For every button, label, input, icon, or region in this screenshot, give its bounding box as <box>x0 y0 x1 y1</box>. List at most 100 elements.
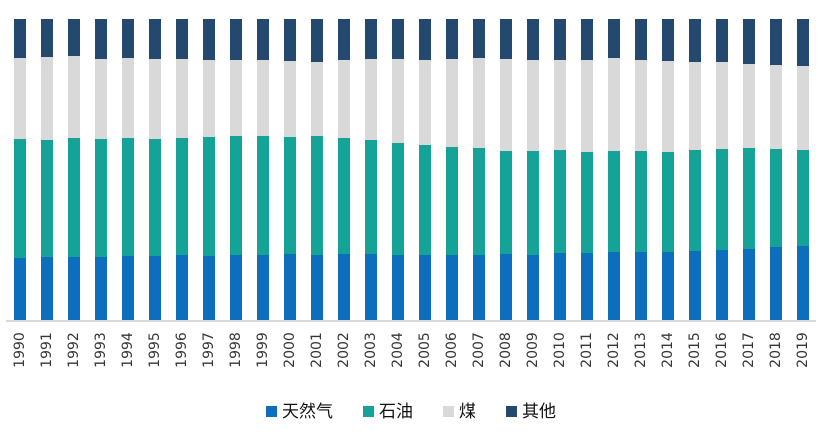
bar-segment-coal-1992 <box>67 56 80 139</box>
bar-segment-other-2004 <box>391 19 404 60</box>
x-axis-tick-label: 1999 <box>254 332 271 368</box>
x-axis-tick-label: 1996 <box>173 332 190 368</box>
stacked-bar-2009 <box>526 19 539 321</box>
x-axis-tick-2001: 2001 <box>303 324 330 376</box>
x-axis-tick-label: 1994 <box>119 332 136 368</box>
bar-segment-coal-1993 <box>94 58 107 140</box>
bar-segment-oil-2008 <box>499 150 512 255</box>
stacked-bar-2005 <box>418 19 431 321</box>
bar-segment-coal-2009 <box>526 59 539 151</box>
legend-item-other: 其他 <box>506 402 556 422</box>
bar-segment-coal-2015 <box>688 62 701 151</box>
bar-column-2006 <box>438 19 465 321</box>
bar-segment-other-2005 <box>418 19 431 60</box>
stacked-bar-2003 <box>364 19 377 321</box>
bar-segment-gas-2001 <box>310 254 323 321</box>
bar-segment-gas-2018 <box>769 247 782 321</box>
legend-swatch-coal <box>443 406 454 418</box>
bar-segment-oil-2001 <box>310 136 323 255</box>
stacked-bar-1998 <box>229 19 242 321</box>
stacked-bar-2001 <box>310 19 323 321</box>
bar-segment-other-1992 <box>67 19 80 57</box>
bar-segment-other-2008 <box>499 19 512 60</box>
bar-segment-gas-2014 <box>661 251 674 321</box>
bar-segment-other-1996 <box>175 19 188 60</box>
stacked-bar-2018 <box>769 19 782 321</box>
bar-column-1996 <box>168 19 195 321</box>
stacked-bar-1996 <box>175 19 188 321</box>
bar-segment-gas-1991 <box>40 256 53 321</box>
bar-segment-oil-2015 <box>688 150 701 252</box>
bar-segment-coal-2002 <box>337 59 350 139</box>
x-axis-tick-label: 2004 <box>389 332 406 368</box>
bar-segment-gas-2003 <box>364 254 377 321</box>
legend-item-gas: 天然气 <box>266 402 333 422</box>
bar-column-2002 <box>330 19 357 321</box>
x-axis-tick-1992: 1992 <box>60 324 87 376</box>
bar-segment-oil-1996 <box>175 138 188 256</box>
stacked-bar-2016 <box>715 19 728 321</box>
bar-segment-coal-2006 <box>445 58 458 147</box>
x-axis-tick-2017: 2017 <box>735 324 762 376</box>
x-axis-tick-label: 2006 <box>443 332 460 368</box>
legend-item-oil: 石油 <box>363 402 413 422</box>
bar-segment-other-2009 <box>526 19 539 60</box>
x-axis-tick-label: 2016 <box>713 332 730 368</box>
bar-segment-other-2016 <box>715 19 728 62</box>
bar-segment-gas-1997 <box>202 256 215 321</box>
bar-column-2011 <box>573 19 600 321</box>
bar-segment-coal-2012 <box>607 57 620 151</box>
stacked-bar-2013 <box>634 19 647 321</box>
bar-segment-oil-1999 <box>256 135 269 255</box>
x-axis-tick-label: 2014 <box>659 332 676 368</box>
x-axis-tick-label: 2005 <box>416 332 433 368</box>
legend-label-other: 其他 <box>522 401 556 422</box>
x-axis-tick-label: 1997 <box>200 332 217 368</box>
x-axis-tick-2009: 2009 <box>519 324 546 376</box>
bar-column-2008 <box>492 19 519 321</box>
x-axis-tick-1990: 1990 <box>6 324 33 376</box>
legend: 天然气 石油 煤 其他 <box>6 400 816 424</box>
bar-segment-oil-2006 <box>445 146 458 256</box>
stacked-bar-2011 <box>580 19 593 321</box>
stacked-bar-2008 <box>499 19 512 321</box>
x-axis-tick-2013: 2013 <box>627 324 654 376</box>
bar-segment-gas-2004 <box>391 254 404 321</box>
stacked-bar-1994 <box>121 19 134 321</box>
x-axis-tick-label: 1990 <box>11 332 28 368</box>
bar-segment-coal-2014 <box>661 60 674 152</box>
x-axis-tick-label: 2013 <box>632 332 649 368</box>
x-axis-tick-2018: 2018 <box>762 324 789 376</box>
bar-segment-gas-1996 <box>175 255 188 321</box>
x-axis-tick-2007: 2007 <box>465 324 492 376</box>
x-axis-tick-1991: 1991 <box>33 324 60 376</box>
bar-segment-coal-1999 <box>256 59 269 136</box>
bar-segment-oil-2014 <box>661 151 674 252</box>
x-axis-tick-2012: 2012 <box>600 324 627 376</box>
bar-segment-gas-2007 <box>472 254 485 321</box>
bar-segment-gas-1993 <box>94 256 107 321</box>
bar-segment-other-2015 <box>688 19 701 63</box>
bar-segment-other-2010 <box>553 19 566 60</box>
bar-segment-coal-2011 <box>580 59 593 152</box>
bar-segment-other-2012 <box>607 19 620 58</box>
bar-column-1992 <box>60 19 87 321</box>
bar-column-2001 <box>303 19 330 321</box>
bar-segment-oil-2013 <box>634 150 647 253</box>
stacked-bar-2000 <box>283 19 296 321</box>
bar-segment-oil-2000 <box>283 136 296 255</box>
bar-segment-other-2014 <box>661 19 674 61</box>
bar-column-2005 <box>411 19 438 321</box>
x-axis-line <box>6 320 816 322</box>
bar-column-2015 <box>681 19 708 321</box>
bar-column-2004 <box>384 19 411 321</box>
bar-column-1991 <box>33 19 60 321</box>
bar-segment-gas-1994 <box>121 256 134 321</box>
bar-segment-other-2007 <box>472 19 485 58</box>
bar-segment-gas-2006 <box>445 255 458 321</box>
bar-segment-other-1999 <box>256 19 269 60</box>
bar-segment-coal-1997 <box>202 60 215 138</box>
bar-column-1999 <box>249 19 276 321</box>
bar-segment-gas-1995 <box>148 256 161 321</box>
